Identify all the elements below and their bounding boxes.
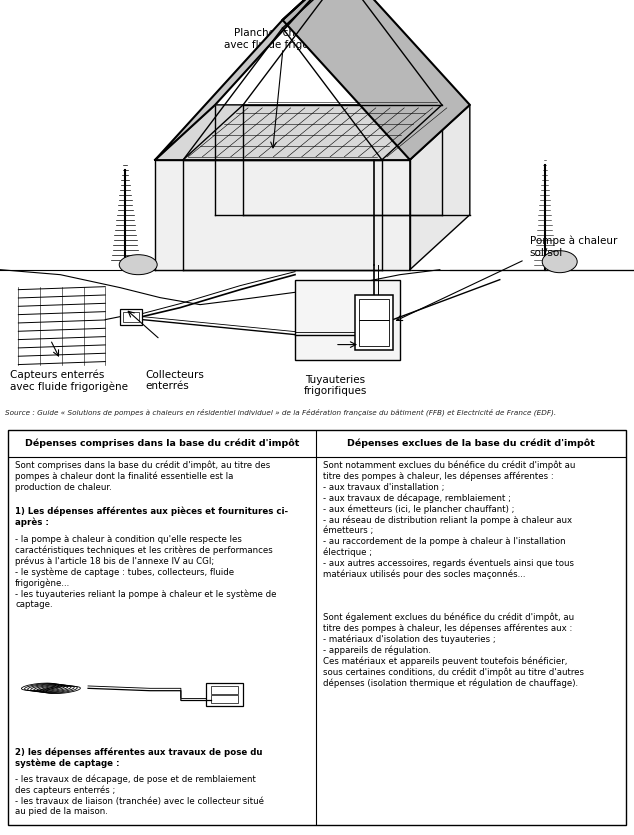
Text: Plancher chauffant
avec fluide frigorigène: Plancher chauffant avec fluide frigorigè… (224, 28, 342, 50)
Bar (355, 295, 393, 350)
Bar (210, 696, 238, 703)
Text: Tuyauteries
frigorifiques: Tuyauteries frigorifiques (303, 375, 366, 396)
Text: Dépenses comprises dans la base du crédit d'impôt: Dépenses comprises dans la base du crédi… (25, 438, 299, 448)
Polygon shape (283, 0, 470, 159)
Text: Dépenses exclues de la base du crédit d'impôt: Dépenses exclues de la base du crédit d'… (347, 438, 595, 448)
Polygon shape (410, 105, 470, 270)
Bar (359, 299, 389, 320)
Polygon shape (155, 159, 410, 270)
Polygon shape (155, 105, 470, 159)
Text: - la pompe à chaleur à condition qu'elle respecte les
caractéristiques technique: - la pompe à chaleur à condition qu'elle… (15, 534, 276, 609)
Text: Sont comprises dans la base du crédit d'impôt, au titre des
pompes à chaleur don: Sont comprises dans la base du crédit d'… (15, 461, 270, 492)
Bar (295, 280, 400, 360)
Text: - les travaux de décapage, de pose et de remblaiement
des capteurs enterrés ;
- : - les travaux de décapage, de pose et de… (15, 775, 264, 816)
Text: Sont notamment exclues du bénéfice du crédit d'impôt au
titre des pompes à chale: Sont notamment exclues du bénéfice du cr… (323, 461, 576, 579)
Ellipse shape (542, 250, 577, 273)
Bar (120, 309, 142, 325)
Bar (123, 311, 139, 321)
Text: Source : Guide « Solutions de pompes à chaleurs en résidentiel individuel » de l: Source : Guide « Solutions de pompes à c… (5, 408, 557, 416)
Text: Sont également exclues du bénéfice du crédit d'impôt, au
titre des pompes à chal: Sont également exclues du bénéfice du cr… (323, 613, 585, 688)
Text: Pompe à chaleur
sol/sol: Pompe à chaleur sol/sol (530, 235, 617, 258)
Text: 2) les dépenses afférentes aux travaux de pose du
système de captage :: 2) les dépenses afférentes aux travaux d… (15, 748, 262, 768)
Bar (210, 686, 238, 694)
Bar (359, 320, 389, 346)
Polygon shape (155, 0, 342, 159)
Bar (205, 683, 243, 706)
Text: Collecteurs
enterrés: Collecteurs enterrés (145, 370, 204, 391)
Ellipse shape (119, 255, 157, 275)
Text: Capteurs enterrés
avec fluide frigorigène: Capteurs enterrés avec fluide frigorigèn… (10, 370, 128, 392)
Text: 1) Les dépenses afférentes aux pièces et fournitures ci-
après :: 1) Les dépenses afférentes aux pièces et… (15, 506, 288, 527)
